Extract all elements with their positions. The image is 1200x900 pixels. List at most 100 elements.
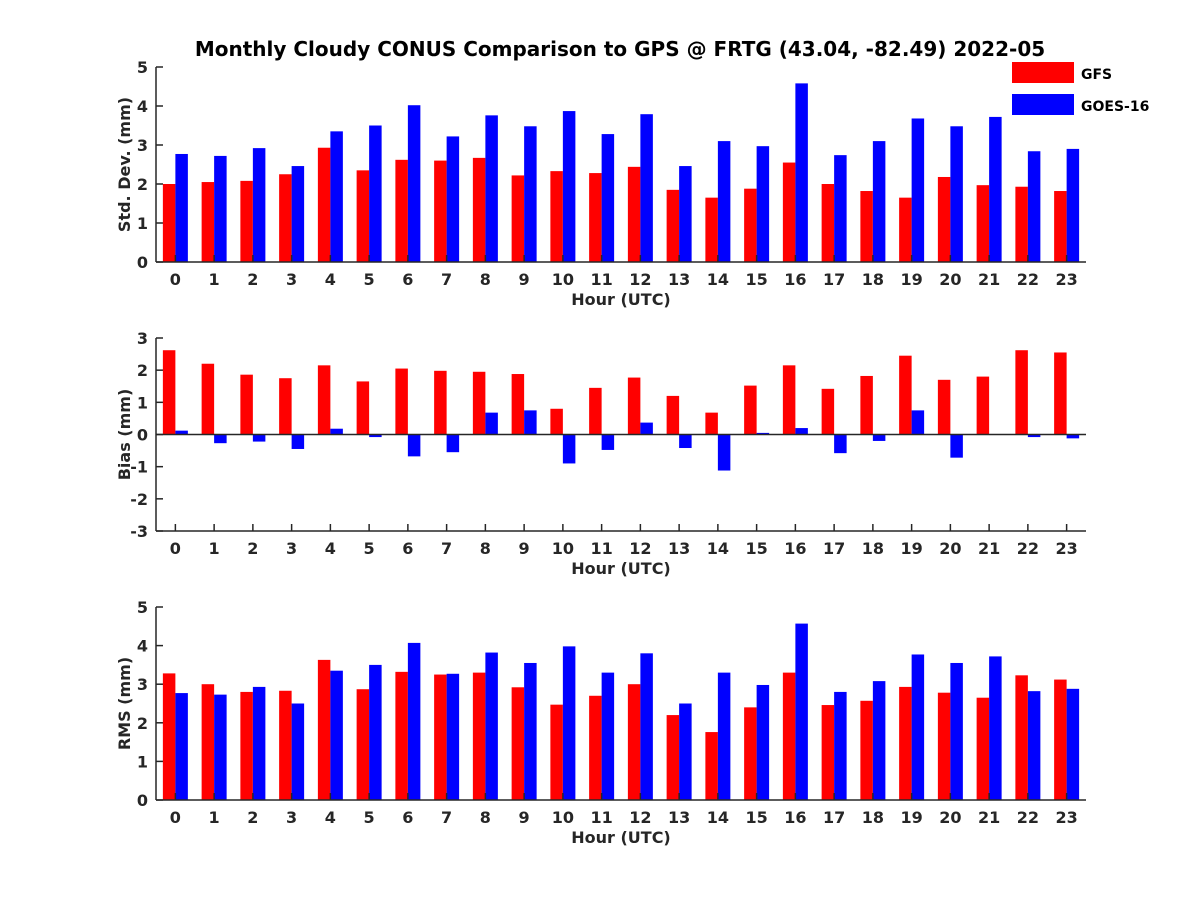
bar-bias-goes16-4 [330,428,343,435]
bar-bias-gfs-20 [937,379,951,435]
x-tick-label: 23 [1055,270,1077,289]
x-tick-label: 3 [286,808,297,827]
x-tick-label: 11 [590,270,612,289]
bar-std-goes16-1 [214,155,227,262]
bar-rms-gfs-11 [589,695,602,800]
bar-std-gfs-12 [627,166,641,262]
x-tick-label: 21 [978,270,1000,289]
bar-bias-gfs-19 [899,355,912,435]
bar-bias-gfs-5 [356,381,370,435]
x-tick-label: 2 [247,808,258,827]
bar-std-goes16-16 [795,83,808,262]
x-tick-label: 20 [939,270,961,289]
bar-std-gfs-14 [705,197,718,262]
y-tick-label: 4 [137,97,148,116]
x-tick-label: 12 [629,539,651,558]
x-tick-label: 0 [170,808,181,827]
y-tick-label: 0 [137,791,148,810]
bar-std-goes16-6 [407,105,421,262]
bar-bias-gfs-12 [627,377,641,435]
bar-std-goes16-23 [1066,148,1080,262]
bar-rms-gfs-0 [162,673,176,800]
x-tick-label: 6 [402,808,413,827]
x-tick-label: 13 [668,270,690,289]
bar-std-goes16-0 [175,153,188,262]
x-tick-label: 8 [480,808,491,827]
bar-rms-gfs-8 [472,672,486,800]
y-tick-label: 0 [137,426,148,445]
x-tick-label: 1 [209,539,220,558]
bar-rms-goes16-10 [562,646,576,800]
y-tick-label: 5 [137,598,148,617]
bar-std-goes16-4 [330,131,343,262]
bar-rms-goes16-17 [834,691,847,800]
x-tick-label: 18 [862,539,884,558]
bar-rms-gfs-3 [279,690,292,800]
x-tick-label: 18 [862,808,884,827]
x-tick-label: 1 [209,808,220,827]
bar-rms-gfs-17 [821,705,835,800]
bar-std-gfs-10 [550,171,563,262]
bar-std-gfs-11 [589,173,602,262]
x-tick-label: 19 [900,539,922,558]
bar-bias-goes16-12 [640,422,653,435]
bar-rms-goes16-3 [291,703,305,800]
x-tick-label: 3 [286,539,297,558]
bar-std-goes16-19 [911,118,925,262]
bar-bias-goes16-18 [872,434,886,441]
bar-std-goes16-12 [640,114,653,262]
y-tick-label: 3 [137,329,148,348]
legend: GFS GOES-16 [1012,62,1149,115]
y-tick-label: 2 [137,714,148,733]
bar-std-goes16-5 [369,125,382,262]
x-tick-label: 14 [707,808,729,827]
x-tick-label: 0 [170,539,181,558]
x-tick-label: 23 [1055,808,1077,827]
x-tick-label: 8 [480,539,491,558]
x-tick-label: 13 [668,808,690,827]
bar-std-gfs-18 [860,191,873,262]
bar-std-goes16-17 [834,155,847,262]
bar-bias-gfs-8 [472,371,486,435]
bar-rms-goes16-18 [872,681,886,800]
y-tick-label: 0 [137,253,148,272]
x-tick-label: 6 [402,270,413,289]
x-tick-label: 15 [745,808,767,827]
bar-bias-gfs-16 [782,365,796,435]
bar-bias-gfs-17 [821,388,835,435]
x-tick-label: 4 [325,270,336,289]
bar-rms-gfs-7 [434,674,447,800]
x-tick-label: 22 [1017,270,1039,289]
bar-std-gfs-9 [511,175,525,262]
bar-bias-gfs-3 [279,378,292,435]
bar-std-gfs-15 [744,188,757,262]
bar-rms-goes16-9 [524,662,537,800]
bar-bias-gfs-10 [550,408,563,435]
bar-bias-goes16-20 [950,434,963,458]
bar-std-gfs-8 [472,157,486,262]
y-tick-label: 2 [137,175,148,194]
x-tick-label: 9 [519,808,530,827]
bar-bias-gfs-9 [511,374,525,435]
x-tick-label: 10 [552,539,574,558]
bar-bias-goes16-19 [911,410,925,435]
bar-rms-gfs-16 [782,672,796,800]
x-tick-label: 21 [978,539,1000,558]
bar-rms-goes16-1 [214,694,227,800]
bar-bias-goes16-6 [407,434,421,457]
bar-std-goes16-15 [756,146,770,262]
bar-std-goes16-20 [950,126,963,262]
x-tick-label: 6 [402,539,413,558]
bar-bias-gfs-1 [201,363,215,435]
legend-label-goes16: GOES-16 [1081,99,1149,115]
x-tick-label: 17 [823,808,845,827]
bar-rms-gfs-12 [627,684,641,800]
x-tick-label: 2 [247,270,258,289]
bar-std-goes16-9 [524,126,537,262]
bar-bias-goes16-23 [1066,434,1080,439]
bar-bias-goes16-15 [756,432,770,435]
bar-bias-gfs-13 [666,395,680,435]
bar-rms-gfs-2 [240,691,253,800]
bar-rms-goes16-16 [795,623,808,800]
x-tick-label: 17 [823,270,845,289]
